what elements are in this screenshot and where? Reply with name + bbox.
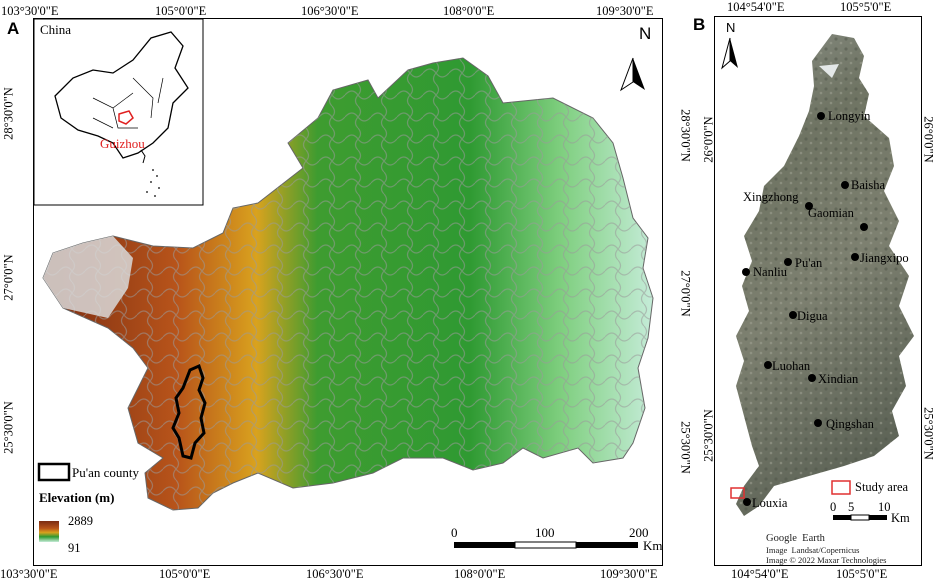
town-label-longyin: Longyin — [828, 109, 871, 123]
panel-a-top-coord-1: 103°30'0"E — [1, 4, 59, 18]
panel-a-right-lat-2: 27°0'0"N — [678, 270, 693, 317]
town-label-jiangxipo: Jiangxipo — [860, 251, 909, 265]
panel-a-top-coord-3: 106°30'0"E — [301, 4, 359, 18]
north-arrow-icon — [721, 37, 738, 70]
town-marker-icon — [805, 202, 813, 210]
scale-a-tick-100: 100 — [535, 525, 555, 540]
legend-elevation-min: 91 — [68, 541, 81, 555]
town-marker-icon — [841, 181, 849, 189]
town-label-xingzhong: Xingzhong — [743, 190, 799, 204]
town-label-xindian: Xindian — [818, 372, 859, 386]
panel-b-letter: B — [693, 15, 706, 34]
town-label-nanliu: Nanliu — [753, 265, 788, 279]
legend-elevation-max: 2889 — [68, 514, 93, 528]
panel-a-letter: A — [7, 19, 20, 38]
elevation-map — [33, 18, 663, 566]
guizhou-inset-marker — [118, 110, 134, 125]
scale-b-tick-5: 5 — [848, 500, 855, 514]
panel-a-bottom-coord-2: 105°0'0"E — [159, 567, 211, 581]
panel-a-bottom-coord-4: 108°0'0"E — [454, 567, 506, 581]
legend-county-box — [37, 462, 71, 482]
panel-b-right-lat-2: 25°30'0"N — [921, 407, 936, 460]
satellite-map — [714, 16, 922, 566]
panel-b-right-lat-1: 26°0'0"N — [921, 116, 936, 163]
panel-a-bottom-coord-5: 109°30'0"E — [600, 567, 658, 581]
town-marker-icon — [814, 419, 822, 427]
town-marker-icon — [743, 498, 751, 506]
panel-b-top-coord-2: 105°5'0"E — [840, 0, 892, 14]
puan-county-outline — [171, 363, 207, 460]
town-label-luohan: Luohan — [772, 359, 811, 373]
credit-landsat: Image Landsat/Copernicus — [766, 545, 860, 555]
town-marker-icon — [742, 268, 750, 276]
legend-study-area-label: Study area — [855, 480, 909, 494]
town-marker-icon — [817, 112, 825, 120]
panel-a-bottom-coord-1: 103°30'0"E — [0, 567, 58, 581]
panel-a-top-coord-2: 105°0'0"E — [155, 4, 207, 18]
panel-a-top-coord-4: 108°0'0"E — [443, 4, 495, 18]
town-marker-icon — [851, 253, 859, 261]
scale-bar-b — [833, 514, 887, 521]
scale-b-tick-0: 0 — [830, 500, 837, 514]
study-area-box — [730, 487, 745, 499]
panel-a-left-lat-3: 25°30'0"N — [1, 401, 16, 454]
panel-a-top-coord-5: 109°30'0"E — [596, 4, 654, 18]
town-label-puan: Pu'an — [795, 256, 823, 270]
panel-a-bottom-coord-3: 106°30'0"E — [306, 567, 364, 581]
town-marker-icon — [764, 361, 772, 369]
panel-a-left-lat-2: 27°0'0"N — [1, 254, 16, 301]
town-marker-icon — [789, 311, 797, 319]
scale-bar-a — [454, 541, 638, 549]
town-marker-icon — [808, 374, 816, 382]
town-marker-icon — [784, 258, 792, 266]
scale-a-unit: Km — [643, 538, 663, 553]
inset-guizhou-label: Guizhou — [100, 136, 145, 151]
scale-b-tick-10: 10 — [878, 500, 891, 514]
legend-county-label: Pu'an county — [72, 465, 139, 480]
panel-a-left-lat-1: 28°30'0"N — [1, 87, 16, 140]
china-outline — [54, 31, 189, 159]
legend-study-area-box — [831, 480, 851, 495]
town-label-qingshan: Qingshan — [826, 417, 874, 431]
scale-b-unit: Km — [891, 511, 910, 525]
scale-a-tick-0: 0 — [451, 525, 458, 540]
town-label-louxia: Louxia — [752, 496, 788, 510]
panel-b-top-coord-1: 104°54'0"E — [727, 0, 785, 14]
credit-google-earth: Google Earth — [766, 533, 825, 544]
panel-a-right-lat-1: 28°30'0"N — [678, 109, 693, 162]
panel-b-bottom-coord-2: 105°5'0"E — [836, 567, 888, 581]
scale-a-tick-200: 200 — [629, 525, 649, 540]
town-label-gaomian: Gaomian — [808, 206, 854, 220]
elevation-color-bar — [39, 521, 59, 542]
panel-a-north-label: N — [639, 24, 652, 43]
town-marker-icon — [860, 223, 868, 231]
panel-a-right-lat-3: 25°30'0"N — [678, 421, 693, 474]
north-arrow-icon — [619, 57, 645, 92]
town-label-digua: Digua — [797, 309, 828, 323]
legend-elevation-title: Elevation (m) — [39, 490, 115, 505]
inset-china-label: China — [40, 22, 72, 37]
town-markers — [742, 112, 868, 506]
town-label-baisha: Baisha — [851, 178, 886, 192]
panel-b-north-label: N — [726, 20, 736, 35]
panel-b-bottom-coord-1: 104°54'0"E — [731, 567, 789, 581]
credit-maxar: Image © 2022 Maxar Technologies — [766, 555, 887, 565]
